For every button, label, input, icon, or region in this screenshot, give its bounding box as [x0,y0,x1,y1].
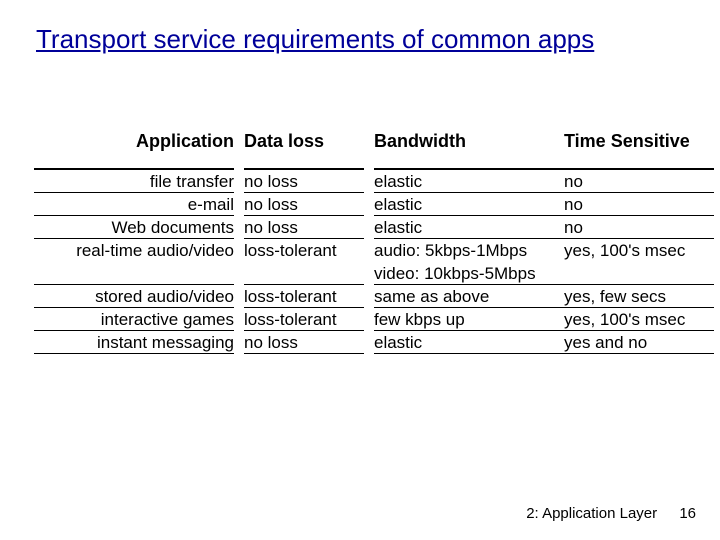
header-time-sensitive: Time Sensitive [564,130,714,170]
cell-time: yes and no [564,331,714,354]
cell-app: Web documents [34,216,234,239]
cell-loss: no loss [244,170,364,193]
cell-bw: video: 10kbps-5Mbps [374,262,564,285]
cell-time [564,262,714,285]
cell-bw: elastic [374,170,564,193]
cell-app: e-mail [34,193,234,216]
cell-loss: loss-tolerant [244,239,364,262]
cell-loss: no loss [244,193,364,216]
cell-app: instant messaging [34,331,234,354]
cell-loss: loss-tolerant [244,308,364,331]
column-application: Application file transfer e-mail Web doc… [34,130,234,354]
cell-app: file transfer [34,170,234,193]
cell-app: stored audio/video [34,285,234,308]
cell-loss [244,262,364,285]
cell-time: yes, 100's msec [564,308,714,331]
cell-loss: loss-tolerant [244,285,364,308]
cell-bw: same as above [374,285,564,308]
column-bandwidth: Bandwidth elastic elastic elastic audio:… [374,130,564,354]
column-time-sensitive: Time Sensitive no no no yes, 100's msec … [564,130,714,354]
cell-loss: no loss [244,331,364,354]
header-data-loss: Data loss [244,130,364,170]
cell-bw: few kbps up [374,308,564,331]
column-data-loss: Data loss no loss no loss no loss loss-t… [244,130,364,354]
cell-time: yes, few secs [564,285,714,308]
cell-time: no [564,170,714,193]
slide: Transport service requirements of common… [0,0,720,540]
cell-time: yes, 100's msec [564,239,714,262]
cell-bw: elastic [374,331,564,354]
slide-title: Transport service requirements of common… [36,24,700,55]
header-application: Application [34,130,234,170]
cell-app [34,262,234,285]
cell-app: real-time audio/video [34,239,234,262]
slide-footer: 2: Application Layer 16 [526,505,696,522]
footer-page-number: 16 [679,505,696,522]
cell-bw: elastic [374,193,564,216]
cell-loss: no loss [244,216,364,239]
cell-time: no [564,216,714,239]
cell-time: no [564,193,714,216]
footer-chapter: 2: Application Layer [526,505,657,522]
cell-bw: elastic [374,216,564,239]
header-bandwidth: Bandwidth [374,130,564,170]
cell-bw: audio: 5kbps-1Mbps [374,239,564,262]
cell-app: interactive games [34,308,234,331]
